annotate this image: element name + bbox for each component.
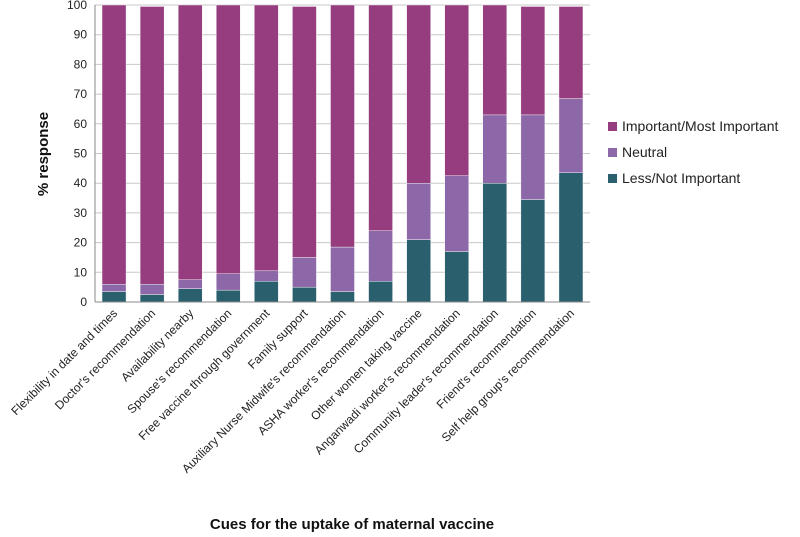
y-tick-label: 100 [67,0,87,12]
legend-swatch [608,148,617,157]
bar-segment [444,175,469,252]
bar-segment [406,4,431,184]
bar-segment [558,6,584,99]
y-tick-label: 60 [74,117,88,131]
y-tick-label: 0 [80,295,87,309]
bar-segment [368,4,393,231]
y-tick-label: 50 [74,147,88,161]
y-tick-label: 10 [74,265,88,279]
bar-segment [444,251,469,303]
y-tick-label: 80 [74,57,88,71]
bar-segment [139,294,165,303]
bar-segment [216,4,241,274]
y-tick-label: 20 [74,236,88,250]
bar-segment [254,281,279,303]
legend-label: Important/Most Important [622,118,779,134]
bar-segment [520,114,546,200]
bar-segment [292,6,317,258]
bar-segment [520,199,546,303]
legend-swatch [608,174,617,183]
legend-label: Less/Not Important [622,170,740,186]
bar-segment [254,4,279,272]
y-tick-label: 40 [74,176,88,190]
y-tick-label: 90 [74,28,88,42]
legend-label: Neutral [622,144,667,160]
bar-segment [177,4,203,280]
bar-segment [101,291,127,303]
y-tick-label: 70 [74,87,88,101]
bar-segment [216,289,241,303]
bar-segment [406,182,431,240]
bar-segment [368,281,393,303]
bar-segment [368,230,393,282]
bar-segment [482,182,508,303]
bars [101,4,584,303]
bar-segment [216,273,241,291]
bar-segment [406,239,431,303]
bar-segment [254,270,279,282]
bar-segment [444,4,469,176]
y-axis-title: % response [35,112,52,196]
legend: Important/Most Important Neutral Less/Not … [608,118,779,186]
bar-segment [101,4,127,285]
bar-segment [558,172,584,303]
x-axis-title: Cues for the uptake of maternal vaccine [210,516,494,533]
legend-swatch [608,122,617,131]
bar-segment [520,6,546,116]
bar-segment [292,257,317,288]
bar-segment [330,291,355,303]
bar-segment [177,279,203,289]
bar-segment [482,114,508,184]
bar-segment [139,6,165,285]
y-tick-labels: 0 10 20 30 40 50 60 70 80 90 100 [67,0,87,309]
bar-segment [330,246,355,292]
bar-segment [177,288,203,303]
bar-segment [558,98,584,174]
bar-segment [482,4,508,116]
bar-segment [139,283,165,295]
bar-segment [330,4,355,248]
y-tick-label: 30 [74,206,88,220]
bar-segment [101,283,127,292]
bar-segment [292,286,317,303]
